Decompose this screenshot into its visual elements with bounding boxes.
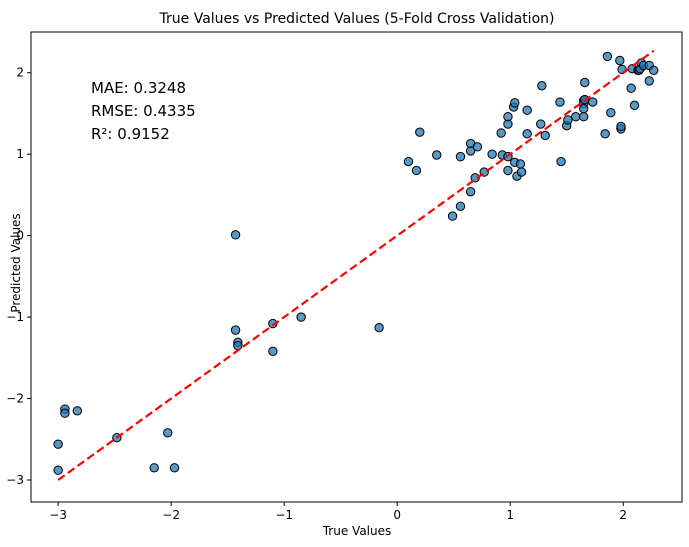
data-point bbox=[230, 230, 241, 240]
y-axis-label: Predicted Values bbox=[9, 213, 23, 312]
x-tick-label: −2 bbox=[162, 508, 180, 522]
x-axis-ticks: −3 −2 −1 0 1 2 bbox=[49, 502, 627, 522]
y-tick-label: 0 bbox=[16, 229, 24, 243]
data-point bbox=[515, 159, 526, 169]
data-point bbox=[72, 406, 83, 416]
data-point bbox=[60, 408, 70, 418]
data-point bbox=[163, 428, 173, 438]
reference-line bbox=[57, 49, 655, 481]
metric-text: RMSE: 0.4335 bbox=[91, 102, 196, 120]
x-tick-label: 1 bbox=[506, 508, 514, 522]
data-point bbox=[415, 127, 425, 137]
data-point bbox=[503, 112, 513, 122]
data-point bbox=[447, 211, 458, 221]
y-tick-label: −1 bbox=[6, 310, 24, 324]
y-tick-label: −3 bbox=[6, 473, 24, 487]
data-point bbox=[537, 81, 547, 91]
plot-frame bbox=[30, 31, 683, 503]
data-point bbox=[649, 65, 659, 75]
x-tick-label: 0 bbox=[393, 508, 401, 522]
data-point bbox=[626, 83, 636, 93]
metric-text: MAE: 0.3248 bbox=[91, 79, 186, 97]
data-point bbox=[578, 103, 589, 114]
data-point bbox=[455, 201, 466, 212]
data-point bbox=[465, 146, 476, 156]
data-point bbox=[516, 167, 527, 177]
data-point bbox=[540, 130, 550, 141]
data-point bbox=[465, 186, 476, 197]
y-tick-label: −2 bbox=[6, 392, 24, 406]
data-point bbox=[403, 156, 414, 167]
data-point bbox=[432, 150, 442, 160]
data-point bbox=[536, 119, 546, 129]
points-layer bbox=[53, 49, 659, 481]
data-point bbox=[230, 325, 241, 335]
data-point bbox=[503, 165, 513, 176]
data-point bbox=[233, 340, 243, 351]
data-point bbox=[600, 129, 610, 139]
data-point bbox=[169, 463, 180, 473]
data-point bbox=[53, 465, 63, 475]
data-point bbox=[296, 312, 306, 322]
data-point bbox=[496, 128, 506, 138]
plot-area bbox=[30, 31, 683, 503]
data-point bbox=[268, 318, 278, 329]
x-tick-label: −3 bbox=[49, 508, 67, 522]
data-point bbox=[522, 129, 532, 139]
chart-title: True Values vs Predicted Values (5-Fold … bbox=[159, 11, 555, 27]
metric-text: R²: 0.9152 bbox=[91, 125, 170, 143]
data-point bbox=[616, 121, 626, 132]
metrics-annotation: MAE: 0.3248 RMSE: 0.4335 R²: 0.9152 bbox=[91, 79, 196, 143]
data-point bbox=[588, 97, 598, 107]
data-point bbox=[487, 149, 497, 159]
data-point bbox=[472, 142, 483, 152]
y-tick-label: 1 bbox=[16, 147, 24, 161]
data-point bbox=[571, 112, 581, 122]
data-point bbox=[629, 100, 640, 111]
data-point bbox=[578, 112, 589, 122]
data-point bbox=[53, 439, 63, 449]
data-point bbox=[602, 51, 613, 62]
data-point bbox=[555, 97, 565, 107]
data-point bbox=[149, 463, 159, 473]
y-axis-ticks: −3 −2 −1 0 1 2 bbox=[6, 66, 31, 487]
data-point bbox=[455, 151, 466, 162]
data-point bbox=[510, 98, 520, 108]
data-point bbox=[556, 156, 566, 167]
data-point bbox=[615, 55, 625, 66]
data-point bbox=[580, 77, 590, 88]
data-point bbox=[470, 173, 480, 183]
data-point bbox=[606, 107, 616, 118]
data-point bbox=[644, 76, 654, 86]
x-tick-label: −1 bbox=[275, 508, 293, 522]
x-axis-label: True Values bbox=[322, 524, 392, 538]
data-point bbox=[522, 105, 532, 115]
x-tick-label: 2 bbox=[619, 508, 627, 522]
data-point bbox=[374, 322, 384, 333]
y-tick-label: 2 bbox=[16, 66, 24, 80]
data-point bbox=[563, 115, 573, 125]
data-point bbox=[268, 346, 278, 357]
data-point bbox=[411, 165, 422, 176]
